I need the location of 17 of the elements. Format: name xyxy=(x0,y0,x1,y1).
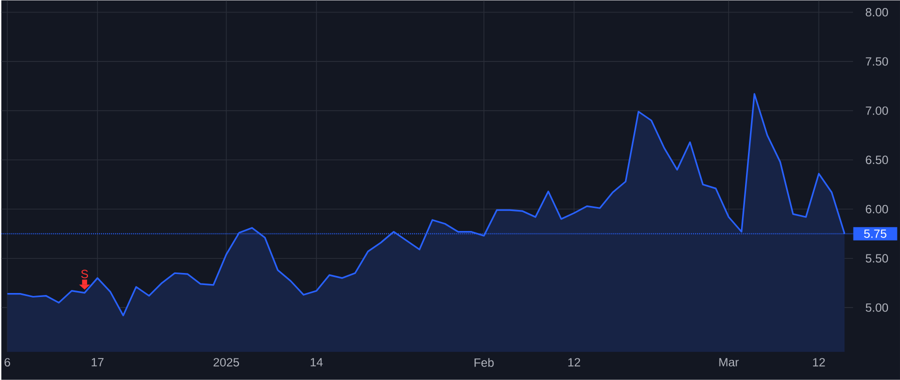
annotation: S xyxy=(81,270,88,278)
x-tick-label: 6 xyxy=(4,358,10,367)
x-tick-label: Feb xyxy=(474,358,494,367)
x-tick-label: Mar xyxy=(719,358,739,366)
y-tick-label: 7.00 xyxy=(866,106,888,115)
y-tick-label: 5.00 xyxy=(866,303,888,312)
ref-line-label: 5.75 xyxy=(864,230,886,238)
y-tick-label: 7.50 xyxy=(866,57,888,66)
y-tick-label: 6.50 xyxy=(866,156,888,164)
x-tick-label: 14 xyxy=(310,358,323,366)
y-tick-label: 6.00 xyxy=(866,204,888,214)
x-tick-label: 12 xyxy=(568,358,580,366)
y-tick-label: 8.00 xyxy=(866,8,888,17)
x-tick-label: 2025 xyxy=(214,358,240,367)
x-tick-label: 17 xyxy=(92,358,104,366)
x-tick-label: 12 xyxy=(813,358,825,366)
y-tick-label: 5.50 xyxy=(866,254,888,263)
